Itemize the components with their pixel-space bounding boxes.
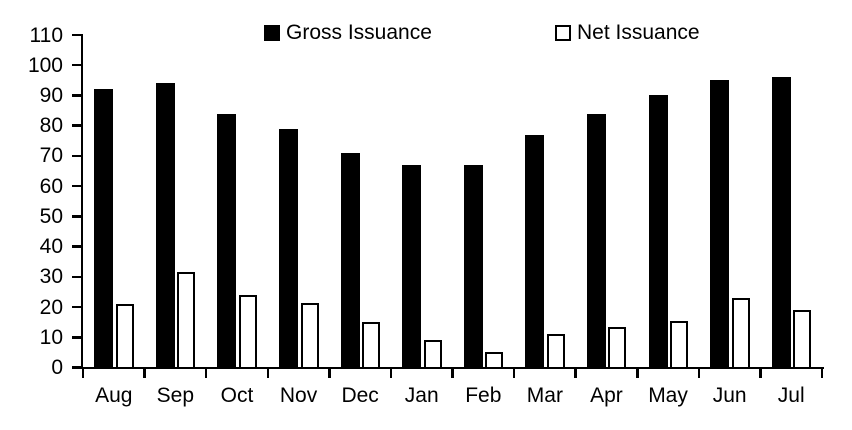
- y-axis-tick-label: 80: [39, 114, 63, 138]
- net-bar-nov: [300, 302, 319, 369]
- x-axis-tick: [512, 367, 516, 378]
- x-axis-tick: [81, 367, 85, 378]
- y-axis-tick: [71, 184, 81, 188]
- x-axis-label-jul: Jul: [777, 384, 805, 407]
- legend-label-net-issuance: Net Issuance: [577, 21, 700, 44]
- net-issuance-swatch-icon: [555, 25, 571, 41]
- gross-bar-sep: [155, 83, 175, 369]
- net-bar-sep: [177, 272, 196, 369]
- y-axis-tick: [71, 33, 81, 37]
- gross-bar-aug: [94, 89, 114, 369]
- gross-bar-jun: [710, 80, 730, 369]
- net-bar-feb: [485, 352, 504, 369]
- y-axis-tick: [71, 154, 81, 158]
- x-axis-tick: [636, 367, 639, 378]
- y-axis-tick: [71, 245, 81, 248]
- x-axis-tick: [389, 367, 393, 378]
- gross-bar-jul: [771, 77, 791, 369]
- x-axis-label-oct: Oct: [220, 384, 254, 407]
- y-axis-tick-label: 10: [39, 325, 63, 349]
- gross-issuance-swatch-icon: [264, 25, 280, 41]
- x-axis-label-mar: Mar: [526, 384, 563, 407]
- legend-item-net-issuance: Net Issuance: [555, 22, 700, 44]
- x-axis-label-jan: Jan: [404, 384, 439, 407]
- x-axis-label-apr: Apr: [590, 384, 623, 407]
- x-axis-label-aug: Aug: [95, 384, 133, 407]
- y-axis-tick-label: 0: [51, 356, 63, 379]
- net-bar-aug: [115, 304, 134, 369]
- gross-bar-dec: [340, 152, 360, 369]
- net-bar-apr: [608, 326, 627, 369]
- y-axis-tick: [71, 124, 81, 127]
- gross-bar-apr: [586, 113, 606, 369]
- x-axis-label-feb: Feb: [465, 384, 502, 407]
- x-axis-tick: [204, 367, 208, 378]
- y-axis-tick: [71, 305, 81, 309]
- x-axis-label-jun: Jun: [712, 384, 747, 407]
- y-axis-tick: [71, 366, 81, 369]
- x-axis-tick: [266, 367, 269, 378]
- x-axis-tick: [451, 367, 454, 378]
- y-axis-tick: [71, 336, 81, 339]
- gross-bar-nov: [279, 128, 299, 369]
- net-bar-dec: [362, 322, 381, 369]
- net-bar-jun: [731, 297, 750, 369]
- gross-bar-feb: [463, 164, 483, 369]
- x-axis-label-sep: Sep: [156, 384, 195, 407]
- x-axis-tick: [697, 367, 701, 378]
- y-axis-tick: [71, 63, 81, 67]
- y-axis-tick-label: 70: [39, 144, 63, 168]
- y-axis-tick-label: 20: [39, 295, 63, 319]
- net-bar-jan: [423, 340, 442, 369]
- y-axis-tick-label: 30: [39, 265, 63, 289]
- x-axis-label-may: May: [648, 384, 688, 407]
- x-axis-tick: [328, 367, 331, 378]
- y-axis-tick-label: 90: [39, 83, 63, 107]
- legend-label-gross-issuance: Gross Issuance: [286, 21, 432, 44]
- y-axis-tick-label: 60: [39, 174, 63, 198]
- y-axis-tick-label: 40: [39, 235, 63, 259]
- net-bar-jul: [793, 310, 812, 369]
- y-axis-tick-label: 100: [27, 53, 63, 77]
- y-axis-line: [80, 34, 83, 369]
- gross-bar-oct: [217, 113, 237, 369]
- legend-item-gross-issuance: Gross Issuance: [264, 22, 432, 44]
- x-axis-label-nov: Nov: [279, 384, 318, 407]
- x-axis-label-dec: Dec: [341, 384, 379, 407]
- net-bar-may: [670, 320, 689, 369]
- net-bar-oct: [238, 294, 257, 369]
- y-axis-tick: [71, 94, 81, 97]
- net-bar-mar: [546, 334, 565, 369]
- gross-bar-jan: [402, 164, 422, 369]
- y-axis-tick: [71, 275, 81, 279]
- x-axis-tick: [820, 367, 824, 378]
- x-axis-tick: [759, 367, 762, 378]
- gross-bar-may: [648, 95, 668, 369]
- y-axis-tick-label: 50: [39, 204, 63, 228]
- y-axis-tick-label: 110: [29, 23, 63, 47]
- x-axis-tick: [574, 367, 577, 378]
- y-axis-tick: [71, 215, 81, 218]
- gross-bar-mar: [525, 134, 545, 369]
- x-axis-tick: [143, 367, 146, 378]
